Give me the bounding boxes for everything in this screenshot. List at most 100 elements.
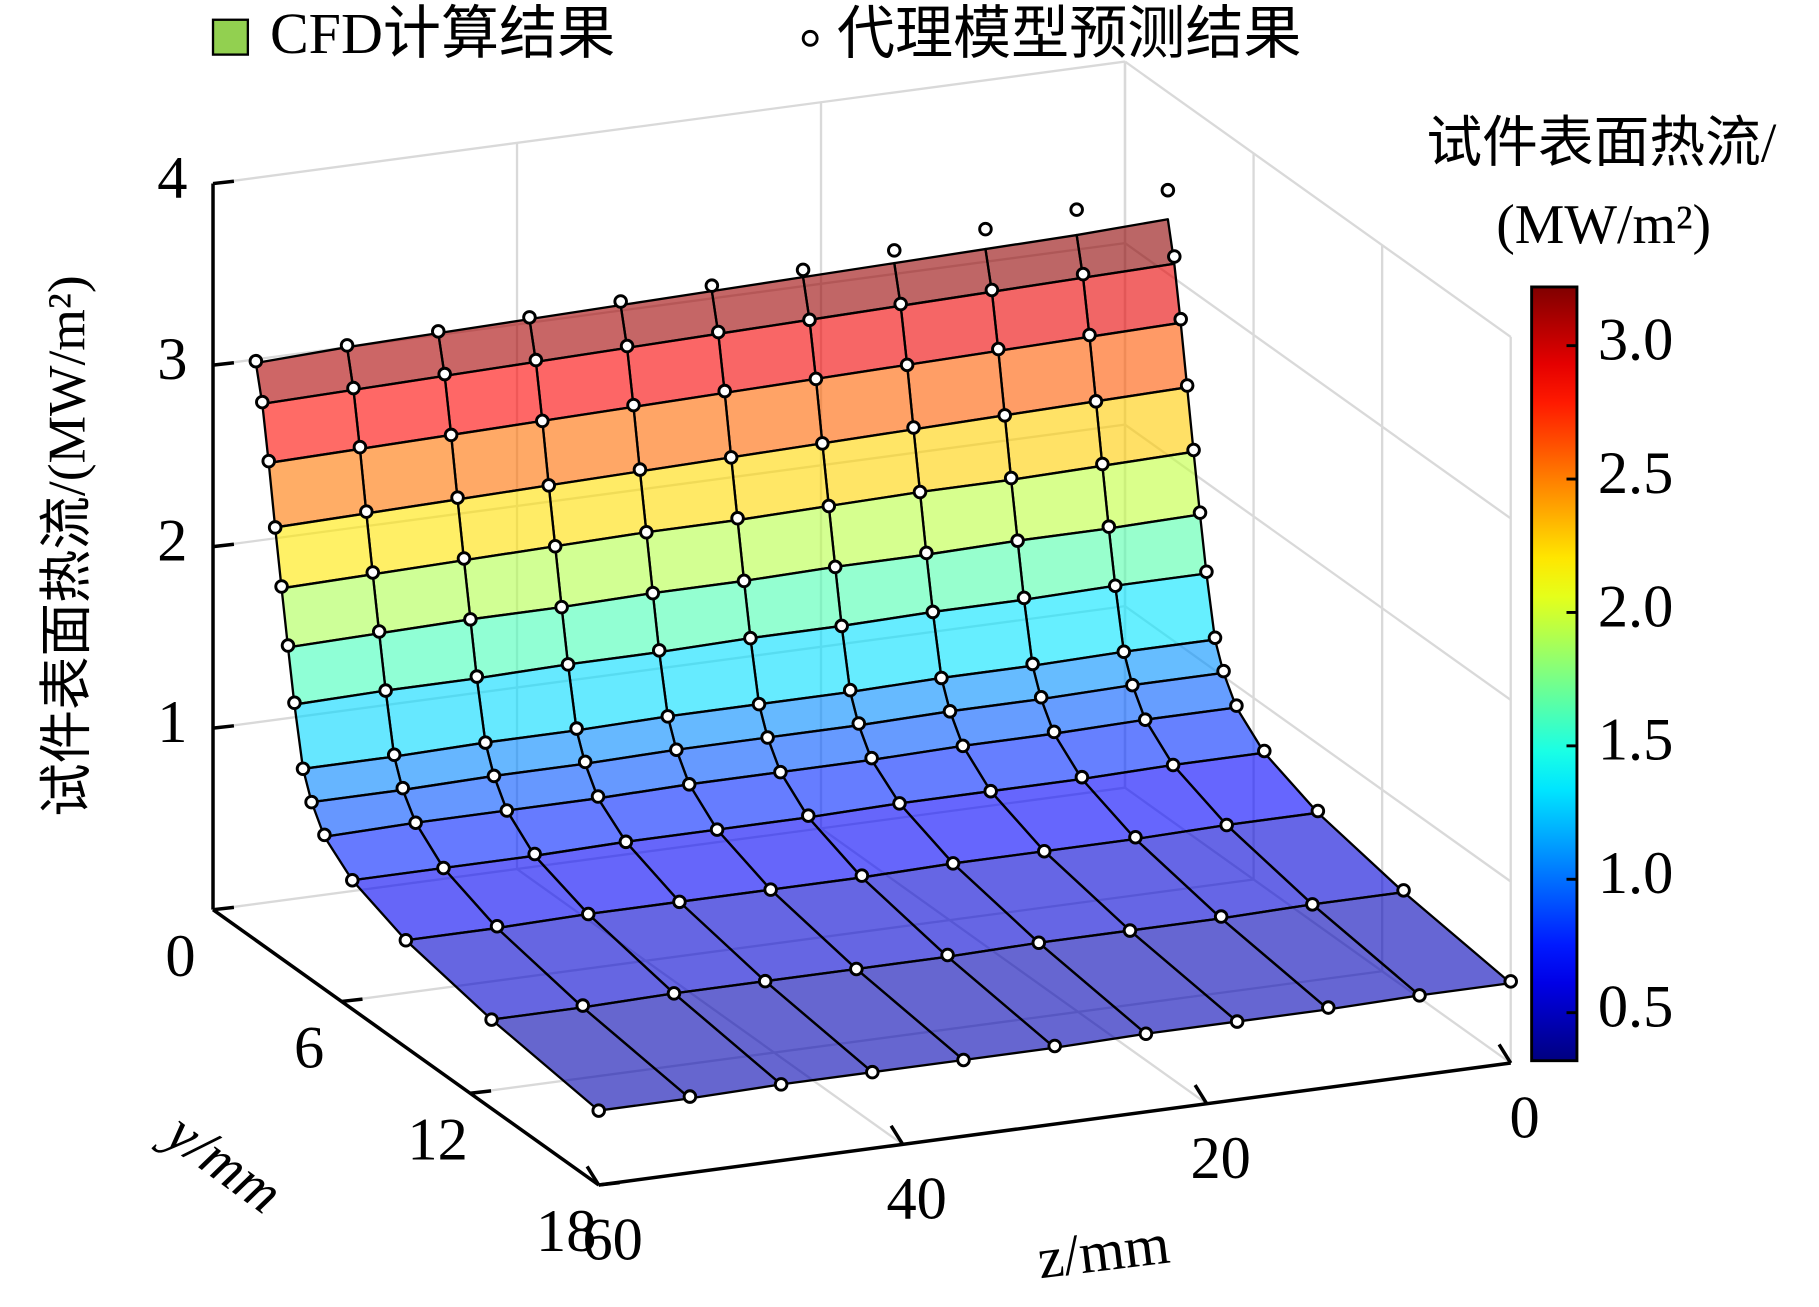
prediction-point <box>1257 743 1272 759</box>
prediction-point <box>666 986 682 1001</box>
prediction-point <box>443 427 459 443</box>
prediction-point <box>1025 656 1040 672</box>
z-tick <box>1193 1084 1209 1105</box>
surface-cell <box>1114 572 1217 653</box>
prediction-point <box>808 371 824 387</box>
prediction-point <box>1167 249 1182 264</box>
prediction-point <box>1160 182 1176 198</box>
prediction-point <box>1047 1038 1062 1054</box>
prediction-point <box>1216 663 1231 679</box>
prediction-point <box>499 803 515 818</box>
prediction-point <box>486 768 502 784</box>
prediction-point <box>1101 519 1117 534</box>
prediction-point <box>450 490 465 505</box>
prediction-point <box>1069 202 1084 217</box>
prediction-point <box>386 747 402 763</box>
prediction-point <box>541 478 557 493</box>
prediction-point <box>1128 829 1143 845</box>
prediction-point <box>854 868 870 883</box>
prediction-point <box>398 932 414 948</box>
y-tick <box>212 905 235 912</box>
prediction-point <box>352 439 368 455</box>
prediction-point <box>1082 327 1097 343</box>
prediction-point <box>773 1077 789 1092</box>
prediction-point <box>1213 909 1229 924</box>
prediction-point <box>709 822 725 837</box>
prediction-point <box>760 730 775 745</box>
colorbar: 0.5 1.0 1.5 2.0 2.5 3.0 <box>1530 285 1674 1063</box>
prediction-point <box>834 618 849 634</box>
prediction-point <box>827 559 843 575</box>
prediction-point <box>1396 883 1411 898</box>
prediction-point <box>942 704 958 719</box>
prediction-point <box>893 296 908 312</box>
surface-cell <box>658 636 761 718</box>
v-tick-label: 1 <box>157 689 187 756</box>
prediction-point <box>925 604 941 620</box>
prediction-point <box>560 657 576 672</box>
prediction-point <box>317 827 332 843</box>
prediction-point <box>554 599 569 615</box>
prediction-point <box>1321 1000 1336 1015</box>
prediction-point <box>1125 677 1140 693</box>
y-axis <box>212 908 600 1187</box>
prediction-point <box>842 682 858 698</box>
prediction-point <box>280 638 296 653</box>
prediction-point <box>1031 935 1047 951</box>
prediction-point <box>489 918 505 934</box>
prediction-point <box>983 783 998 799</box>
prediction-point <box>1046 724 1062 740</box>
prediction-point <box>864 750 879 766</box>
prediction-point <box>1310 803 1326 819</box>
prediction-point <box>736 573 752 589</box>
prediction-point <box>575 998 591 1013</box>
prediction-point <box>1186 442 1201 458</box>
prediction-point <box>940 947 955 963</box>
prediction-point <box>815 436 830 451</box>
prediction-point <box>1116 644 1132 660</box>
y-tick-label: 18 <box>536 1198 596 1265</box>
prediction-point <box>395 780 411 796</box>
prediction-point <box>371 624 387 639</box>
prediction-point <box>730 510 745 526</box>
prediction-point <box>945 856 961 871</box>
prediction-point <box>773 764 788 780</box>
z-tick-label: 60 <box>582 1206 642 1273</box>
prediction-point <box>590 789 606 804</box>
prediction-point <box>1173 311 1188 327</box>
prediction-point <box>1107 578 1123 593</box>
z-tick-label: 0 <box>1510 1084 1540 1151</box>
prediction-point <box>437 366 452 382</box>
colorbar-tick-label: 3.0 <box>1598 307 1674 374</box>
prediction-point <box>743 630 758 646</box>
prediction-point <box>795 262 811 278</box>
prediction-point <box>632 462 648 477</box>
prediction-point <box>906 420 921 435</box>
prediction-point <box>704 278 720 293</box>
colorbar-gradient <box>1530 285 1579 1063</box>
prediction-point <box>456 551 472 566</box>
prediction-point <box>339 338 355 353</box>
prediction-point <box>248 353 264 369</box>
prediction-point <box>535 413 550 429</box>
prediction-point <box>801 808 816 823</box>
surface-cell <box>293 689 396 770</box>
y-tick <box>341 997 363 1004</box>
prediction-point <box>1179 378 1195 393</box>
prediction-point <box>751 696 767 712</box>
prediction-point <box>1305 897 1320 912</box>
prediction-point <box>547 539 563 554</box>
prediction-point <box>484 1012 499 1027</box>
prediction-point <box>899 357 915 373</box>
colorbar-tick-label: 2.5 <box>1598 440 1674 507</box>
prediction-point <box>660 709 676 724</box>
prediction-point <box>1229 698 1244 713</box>
prediction-point <box>577 754 593 770</box>
surface-cell <box>931 598 1034 680</box>
v-tick-label: 4 <box>157 144 187 211</box>
prediction-point <box>934 670 949 686</box>
v-tick-label: 2 <box>157 507 187 574</box>
prediction-point <box>346 380 361 396</box>
z-tick <box>889 1124 905 1146</box>
